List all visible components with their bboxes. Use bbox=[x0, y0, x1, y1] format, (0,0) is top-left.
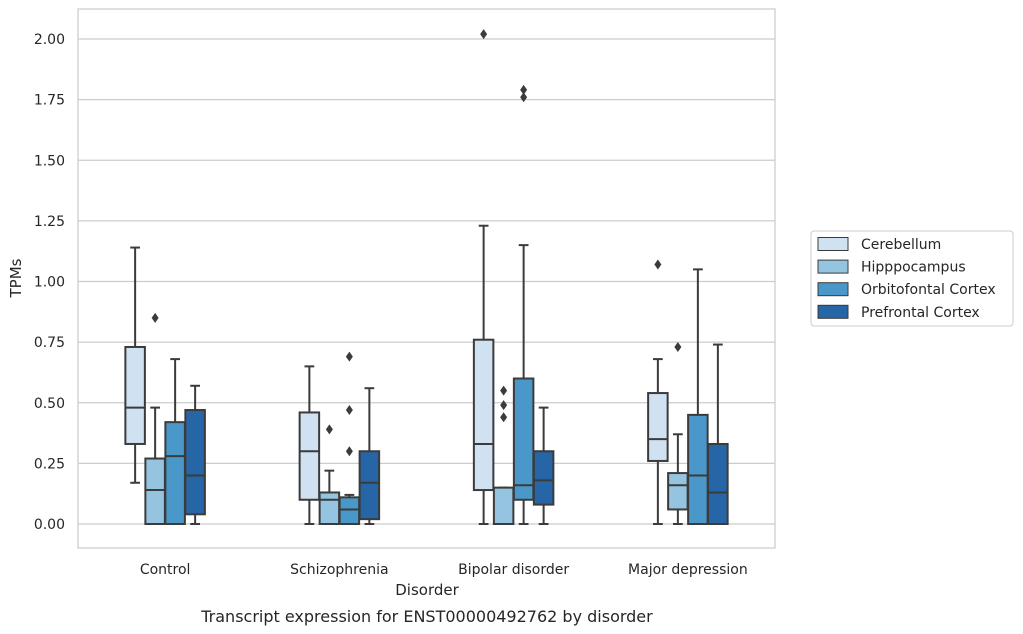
outlier-point bbox=[500, 385, 508, 396]
y-tick-label: 1.25 bbox=[34, 214, 65, 230]
box bbox=[318, 491, 341, 526]
legend-swatch bbox=[817, 304, 849, 319]
y-tick-label: 1.50 bbox=[34, 153, 65, 169]
box bbox=[298, 411, 321, 501]
series-hipppocampus bbox=[144, 312, 689, 526]
outlier-point bbox=[345, 351, 353, 362]
box bbox=[492, 486, 515, 525]
outlier-point bbox=[151, 312, 159, 323]
x-tick-label: Bipolar disorder bbox=[458, 562, 569, 578]
legend-swatch bbox=[817, 282, 849, 297]
y-tick-label: 2.00 bbox=[34, 32, 65, 48]
y-tick-label: 0.25 bbox=[34, 456, 65, 472]
box bbox=[124, 345, 146, 445]
box bbox=[647, 392, 669, 462]
y-tick-label: 1.75 bbox=[34, 93, 65, 109]
y-tick-label: 0.75 bbox=[34, 335, 65, 351]
series-cerebellum bbox=[124, 29, 669, 525]
legend-label: Hipppocampus bbox=[861, 260, 966, 276]
y-tick-label: 0.00 bbox=[34, 517, 65, 533]
legend-label: Orbitofontal Cortex bbox=[861, 282, 996, 298]
outlier-point bbox=[674, 341, 682, 352]
x-axis-label: Disorder bbox=[395, 581, 459, 599]
box bbox=[358, 450, 381, 521]
box bbox=[532, 450, 555, 506]
box bbox=[667, 472, 689, 511]
y-tick-label: 1.00 bbox=[34, 275, 65, 291]
x-tick-label: Schizophrenia bbox=[290, 562, 388, 578]
plot-area-frame bbox=[77, 8, 776, 549]
outlier-point bbox=[345, 446, 353, 457]
legend-swatch bbox=[817, 237, 849, 251]
box bbox=[512, 377, 535, 501]
box-series bbox=[124, 29, 729, 526]
x-tick-label: Control bbox=[140, 562, 191, 578]
box bbox=[472, 338, 495, 492]
box bbox=[687, 413, 709, 525]
y-tick-label: 0.50 bbox=[34, 396, 65, 412]
x-tick-label: Major depression bbox=[628, 562, 748, 578]
legend-swatch bbox=[817, 259, 849, 274]
box bbox=[338, 496, 361, 526]
box bbox=[144, 457, 166, 525]
outlier-point bbox=[325, 424, 333, 435]
outlier-point bbox=[480, 29, 488, 40]
box bbox=[184, 409, 206, 516]
series-prefrontal-cortex bbox=[184, 343, 729, 526]
box bbox=[164, 421, 186, 525]
legend-label: Prefrontal Cortex bbox=[861, 305, 980, 321]
outlier-point bbox=[520, 84, 528, 95]
y-tick-labels: 0.00 0.25 0.50 0.75 1.00 1.25 1.50 1.75 2.00 bbox=[34, 32, 65, 533]
series-orbitofontal-cortex bbox=[164, 84, 709, 526]
legend-frame bbox=[810, 230, 1014, 327]
outlier-point bbox=[520, 92, 528, 103]
y-axis-label: TPMs bbox=[7, 258, 25, 298]
outlier-point bbox=[654, 259, 662, 270]
outlier-point bbox=[500, 400, 508, 411]
chart-caption: Transcript expression for ENST0000049276… bbox=[200, 607, 653, 626]
box bbox=[707, 442, 729, 526]
outlier-point bbox=[500, 412, 508, 423]
x-tick-labels: Control Schizophrenia Bipolar disorder Majo… bbox=[140, 562, 748, 578]
legend: Cerebellum Hipppocampus Orbitofontal Corte… bbox=[810, 230, 1014, 327]
legend-label: Cerebellum bbox=[861, 237, 941, 253]
outlier-point bbox=[345, 405, 353, 416]
